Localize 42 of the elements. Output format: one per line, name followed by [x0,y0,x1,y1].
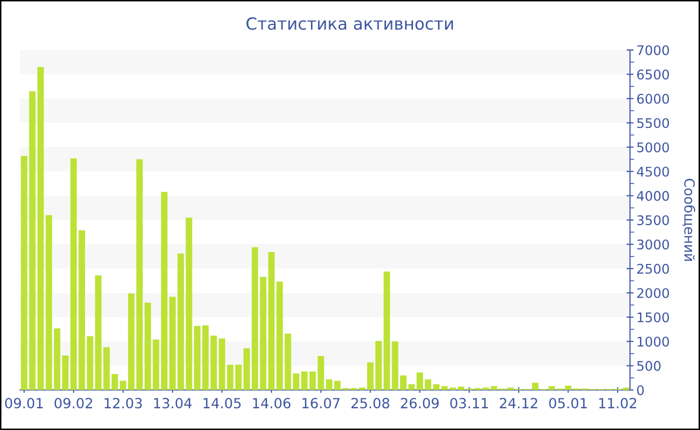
bar [152,339,160,390]
x-tick-label: 14.05 [204,398,241,408]
x-tick-label: 09.02 [54,398,92,408]
y-tick-label: 5000 [637,142,669,152]
y-tick-label: 1500 [638,312,669,322]
y-tick-label: 5500 [637,118,669,128]
bar [144,302,151,390]
y-axis-title: Сообщений [682,178,696,261]
y-tick-label: 2000 [637,288,669,298]
x-tick-label: 14.06 [253,398,290,408]
y-tick-label: 6000 [637,94,669,104]
bar [441,386,448,390]
x-tick-label: 12.03 [104,398,142,408]
y-tick-label: 500 [637,360,661,371]
y-tick-label: 3000 [637,240,669,250]
bar [186,218,192,390]
bar [490,386,498,390]
chart-title: Статистика активности [246,17,453,30]
bar [136,159,143,390]
y-tick-label: 2500 [637,264,669,274]
bar [178,254,184,390]
x-tick-label: 09.01 [5,398,43,408]
y-tick-label: 3500 [637,215,669,226]
x-tick-label: 16.07 [302,398,340,408]
x-tick-label: 25.08 [351,398,390,408]
bar [194,326,200,390]
y-tick-label: 4500 [636,166,669,177]
bar [458,386,464,390]
y-tick-label: 1000 [638,336,669,347]
bar [161,192,168,390]
x-tick-label: 26.09 [400,398,439,408]
x-tick-label: 24.12 [500,398,538,408]
y-tick-label: 4000 [636,190,669,201]
x-tick-label: 03.11 [450,398,488,408]
x-tick-label: 11.02 [599,398,636,408]
y-tick-label: 6500 [637,70,669,80]
x-tick-label: 05.01 [549,398,587,408]
bar [169,296,176,390]
y-tick-label: 0 [637,385,644,396]
bar [202,325,209,390]
x-tick-label: 13.04 [154,398,192,408]
y-tick-label: 7000 [637,45,669,56]
